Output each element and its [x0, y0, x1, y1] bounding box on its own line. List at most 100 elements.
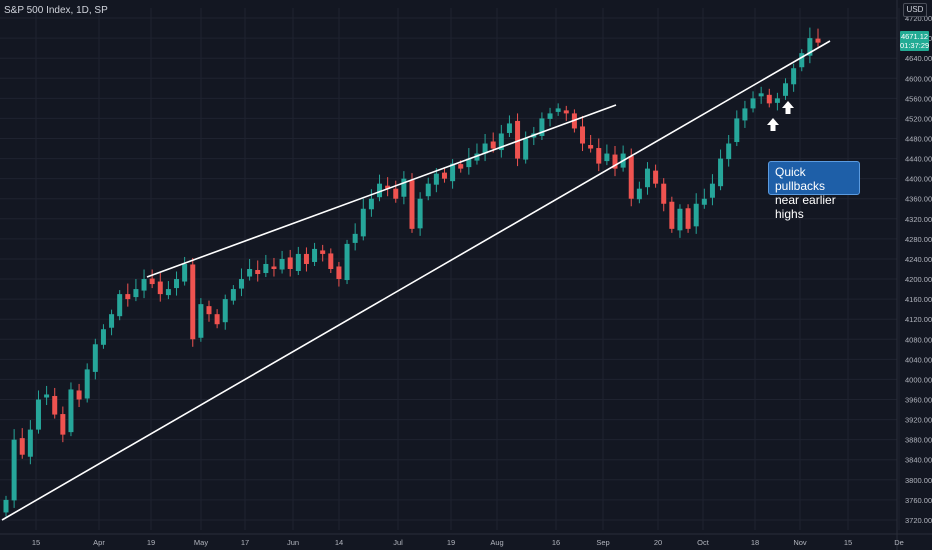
candle-up [433, 168, 439, 193]
candle-up [247, 258, 253, 281]
candle-body [807, 38, 813, 56]
candle-body [238, 279, 244, 289]
candle-down [669, 196, 675, 233]
candle-body [360, 208, 366, 237]
candle-body [35, 399, 41, 430]
candle-body [539, 118, 545, 136]
candle-down [596, 138, 602, 172]
price-tick-label: 4560.00 [905, 94, 932, 103]
candle-body [580, 126, 586, 144]
candle-up [450, 159, 456, 189]
candles [3, 27, 821, 517]
candle-down [271, 257, 277, 277]
time-tick-label: 14 [335, 538, 343, 547]
last-price: 4671.12 [900, 32, 929, 41]
candle-up [368, 189, 374, 217]
candle-down [515, 113, 521, 167]
candle-body [644, 168, 650, 188]
candle-up [117, 290, 123, 321]
candle-up [27, 420, 33, 465]
annotation-callout[interactable]: Quick pullbacks near earlier highs [768, 161, 860, 221]
last-price-tag: 4671.12 01:37:29 [900, 31, 929, 51]
candle-body [612, 154, 618, 169]
candle-up [644, 162, 650, 195]
candle-up [417, 192, 423, 236]
price-tick-label: 4240.00 [905, 255, 932, 264]
time-tick-label: May [194, 538, 208, 547]
candle-body [417, 198, 423, 229]
currency-label[interactable]: USD [903, 3, 927, 17]
candle-up [539, 112, 545, 141]
candle-body [685, 208, 691, 229]
candle-body [320, 250, 326, 254]
candle-up [636, 181, 642, 204]
candle-body [165, 289, 171, 296]
candle-body [450, 163, 456, 182]
candle-body [377, 183, 383, 198]
price-tick-label: 4640.00 [905, 54, 932, 63]
candle-body [109, 314, 115, 328]
candle-up [758, 86, 764, 104]
candle-up [279, 250, 285, 274]
candle-body [328, 253, 334, 269]
price-tick-label: 3920.00 [905, 416, 932, 425]
candle-body [303, 253, 309, 264]
candle-body [653, 170, 659, 184]
candle-body [515, 120, 521, 159]
candle-body [149, 278, 155, 285]
price-axis[interactable]: 3720.00 3760.00 3800.00 3840.00 3880.00 3920.… [896, 0, 932, 550]
price-tick-label: 4160.00 [905, 295, 932, 304]
candle-body [791, 68, 797, 85]
candle-body [19, 438, 25, 455]
candle-down [336, 261, 342, 287]
time-axis[interactable]: 15 Apr 19 May 17 Jun 14 Jul 19 Aug 16 Sep 20 Oct 18 Nov… [0, 533, 932, 547]
price-tick-label: 4280.00 [905, 235, 932, 244]
price-tick-label: 3800.00 [905, 476, 932, 485]
price-tick-label: 3880.00 [905, 436, 932, 445]
candle-body [44, 394, 50, 398]
candle-body [287, 257, 293, 269]
candle-body [523, 138, 529, 160]
time-tick-label: Nov [793, 538, 807, 547]
time-tick-label: 19 [147, 538, 155, 547]
candle-body [563, 110, 569, 114]
time-tick-label: Aug [490, 538, 503, 547]
candle-up [312, 242, 318, 266]
candle-up [263, 254, 269, 278]
candle-up [100, 324, 106, 349]
candle-up [295, 246, 301, 276]
candle-body [198, 304, 204, 338]
candle-up [693, 193, 699, 234]
candle-body [636, 188, 642, 200]
candle-body [718, 158, 724, 187]
candle-body [312, 248, 318, 262]
candle-up [701, 188, 707, 209]
candle-down [563, 105, 569, 121]
candle-up [474, 143, 480, 165]
candle-body [11, 439, 17, 501]
candle-down [149, 269, 155, 289]
candle-body [271, 266, 277, 269]
candle-up [133, 279, 139, 302]
candle-up [11, 429, 17, 508]
time-tick-label: De [894, 538, 904, 547]
price-tick-label: 3760.00 [905, 496, 932, 505]
candle-up [709, 174, 715, 206]
candle-down [255, 260, 261, 282]
arrow-up-icon [782, 101, 794, 114]
candle-body [693, 203, 699, 227]
candle-down [328, 248, 334, 274]
candle-body [661, 183, 667, 204]
candle-up [230, 285, 236, 305]
candle-up [750, 91, 756, 113]
candle-body [385, 185, 391, 189]
bar-countdown: 01:37:29 [900, 41, 930, 50]
price-tick-label: 4480.00 [905, 135, 932, 144]
price-tick-label: 3840.00 [905, 456, 932, 465]
candle-body [669, 201, 675, 229]
candle-body [425, 183, 431, 197]
time-tick-label: 15 [844, 538, 852, 547]
candle-body [799, 53, 805, 68]
time-tick-label: 16 [552, 538, 560, 547]
